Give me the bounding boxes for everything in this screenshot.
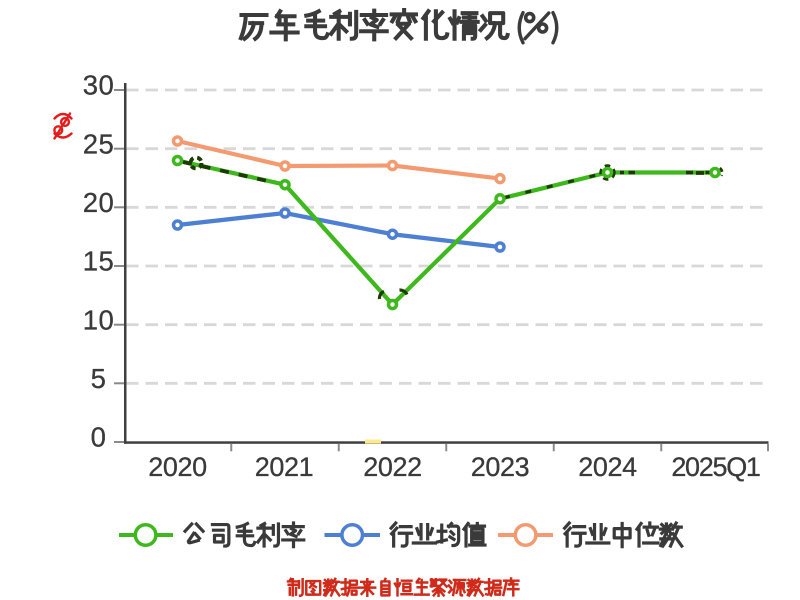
svg-text:15: 15 bbox=[83, 246, 115, 277]
svg-text:0: 0 bbox=[91, 422, 107, 453]
svg-text:10: 10 bbox=[83, 304, 115, 335]
svg-text:5: 5 bbox=[91, 363, 107, 394]
svg-text:2021: 2021 bbox=[255, 452, 313, 482]
svg-text:20: 20 bbox=[83, 187, 115, 218]
svg-text:2022: 2022 bbox=[363, 452, 421, 482]
svg-text:2024: 2024 bbox=[578, 452, 637, 482]
svg-text:2020: 2020 bbox=[148, 452, 206, 482]
svg-text:2025Q1: 2025Q1 bbox=[671, 452, 760, 482]
svg-text:25: 25 bbox=[83, 128, 115, 159]
svg-text:30: 30 bbox=[83, 70, 115, 101]
svg-text:2023: 2023 bbox=[471, 452, 529, 482]
